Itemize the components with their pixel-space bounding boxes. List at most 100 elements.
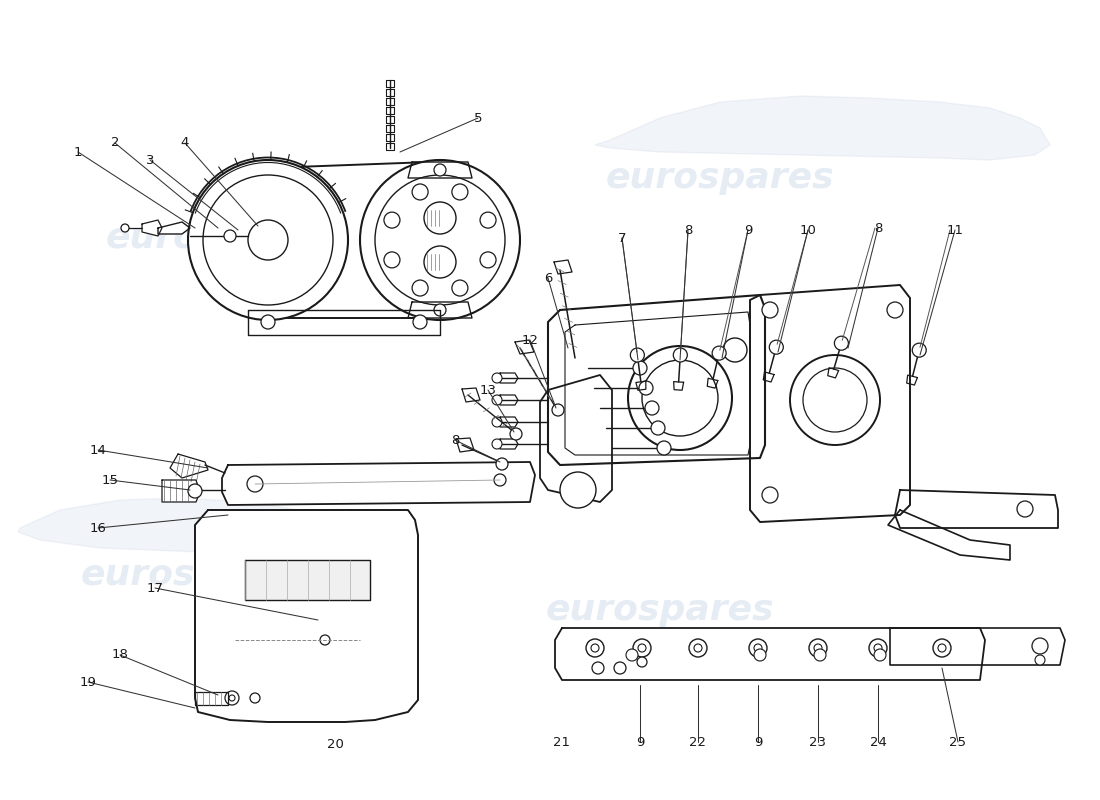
Polygon shape: [386, 143, 394, 150]
Circle shape: [638, 644, 646, 652]
Circle shape: [614, 662, 626, 674]
Circle shape: [412, 315, 427, 329]
Polygon shape: [636, 381, 646, 390]
Text: 9: 9: [636, 735, 645, 749]
Circle shape: [874, 644, 882, 652]
Polygon shape: [170, 454, 208, 478]
Circle shape: [492, 439, 502, 449]
Circle shape: [188, 484, 202, 498]
Text: 9: 9: [744, 223, 752, 237]
Polygon shape: [245, 560, 370, 600]
Text: 6: 6: [543, 271, 552, 285]
Polygon shape: [895, 490, 1058, 528]
Circle shape: [412, 280, 428, 296]
Polygon shape: [162, 480, 200, 502]
Circle shape: [645, 401, 659, 415]
Polygon shape: [158, 222, 190, 234]
Text: eurospares: eurospares: [80, 558, 309, 592]
Text: 17: 17: [146, 582, 164, 594]
Text: 16: 16: [89, 522, 107, 534]
Circle shape: [712, 346, 726, 360]
Circle shape: [639, 381, 653, 395]
Circle shape: [592, 662, 604, 674]
Circle shape: [912, 343, 926, 357]
Circle shape: [887, 302, 903, 318]
Circle shape: [790, 355, 880, 445]
Circle shape: [933, 639, 952, 657]
Polygon shape: [386, 107, 394, 114]
Circle shape: [480, 252, 496, 268]
Text: 2: 2: [111, 137, 119, 150]
Circle shape: [261, 315, 275, 329]
Circle shape: [552, 404, 564, 416]
Circle shape: [632, 639, 651, 657]
Polygon shape: [408, 162, 472, 178]
Polygon shape: [222, 462, 535, 505]
Polygon shape: [673, 382, 683, 390]
Polygon shape: [556, 628, 984, 680]
Circle shape: [762, 302, 778, 318]
Text: eurospares: eurospares: [106, 221, 334, 255]
Polygon shape: [500, 417, 518, 427]
Circle shape: [434, 164, 446, 176]
Text: 14: 14: [89, 443, 107, 457]
Polygon shape: [408, 302, 472, 318]
Circle shape: [250, 693, 260, 703]
Circle shape: [226, 691, 239, 705]
Circle shape: [375, 175, 505, 305]
Text: 8: 8: [873, 222, 882, 234]
Circle shape: [494, 474, 506, 486]
Polygon shape: [386, 80, 394, 87]
Circle shape: [384, 212, 400, 228]
Polygon shape: [386, 134, 394, 141]
Circle shape: [769, 340, 783, 354]
Circle shape: [492, 373, 502, 383]
Circle shape: [874, 649, 886, 661]
Polygon shape: [500, 373, 518, 383]
Text: 22: 22: [690, 735, 706, 749]
Circle shape: [204, 175, 333, 305]
Circle shape: [632, 361, 647, 375]
Text: 5: 5: [474, 111, 482, 125]
Polygon shape: [828, 368, 838, 378]
Polygon shape: [906, 375, 917, 385]
Text: 8: 8: [451, 434, 459, 446]
Text: 20: 20: [327, 738, 343, 751]
Circle shape: [384, 252, 400, 268]
Circle shape: [560, 472, 596, 508]
Circle shape: [637, 657, 647, 667]
Text: 19: 19: [79, 675, 97, 689]
Circle shape: [248, 476, 263, 492]
Circle shape: [452, 184, 468, 200]
Polygon shape: [462, 388, 480, 402]
Circle shape: [754, 649, 766, 661]
Text: 15: 15: [101, 474, 119, 486]
Text: 8: 8: [684, 223, 692, 237]
Circle shape: [689, 639, 707, 657]
Circle shape: [626, 649, 638, 661]
Circle shape: [723, 338, 747, 362]
Circle shape: [424, 202, 456, 234]
Circle shape: [808, 639, 827, 657]
Text: eurospares: eurospares: [546, 593, 774, 627]
Circle shape: [657, 441, 671, 455]
Polygon shape: [142, 220, 162, 236]
Circle shape: [586, 639, 604, 657]
Text: 12: 12: [521, 334, 539, 346]
Circle shape: [320, 635, 330, 645]
Circle shape: [835, 336, 848, 350]
Polygon shape: [548, 295, 764, 465]
Circle shape: [651, 421, 666, 435]
Text: 13: 13: [480, 383, 496, 397]
Circle shape: [452, 280, 468, 296]
Polygon shape: [888, 510, 1010, 560]
Circle shape: [510, 428, 522, 440]
Circle shape: [1018, 501, 1033, 517]
Polygon shape: [763, 372, 774, 382]
Circle shape: [694, 644, 702, 652]
Polygon shape: [515, 340, 534, 354]
Circle shape: [496, 458, 508, 470]
Polygon shape: [248, 310, 440, 335]
Circle shape: [492, 395, 502, 405]
Circle shape: [630, 348, 645, 362]
